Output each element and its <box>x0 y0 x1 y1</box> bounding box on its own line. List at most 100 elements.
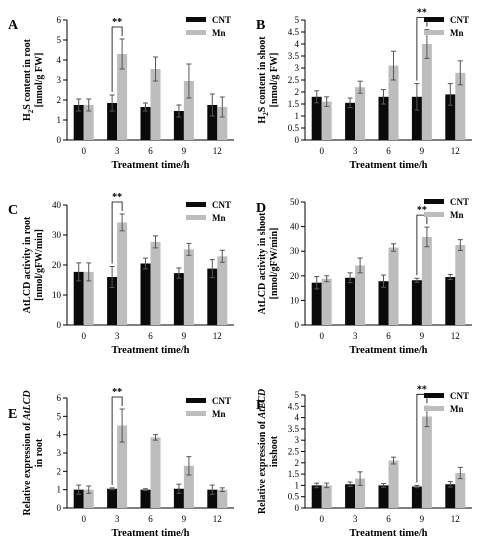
x-tick-label: 3 <box>115 146 120 156</box>
legend-label-mn: Mn <box>450 28 464 38</box>
x-axis-label: Treatment time/h <box>111 528 189 539</box>
y-tick-label: 20 <box>52 260 62 270</box>
y-label-line-2: inshoot <box>269 435 280 467</box>
y-label-line-1-rest: S content in shoot <box>257 36 268 113</box>
y-tick-label: 0 <box>295 135 300 145</box>
significance-label: ** <box>112 387 122 398</box>
y-tick-label: 4 <box>295 39 300 49</box>
bar-mn <box>183 465 194 508</box>
bar-mn <box>455 245 466 325</box>
y-tick-label: 2 <box>295 458 300 468</box>
bar-mn <box>355 265 366 325</box>
bar-cnt <box>173 111 184 140</box>
bar-cnt <box>107 488 118 508</box>
panel-letter: A <box>8 18 19 33</box>
bar-cnt <box>173 488 184 508</box>
y-label-subscript: 2 <box>262 112 270 116</box>
bar-mn <box>217 107 228 140</box>
x-tick-label: 0 <box>319 514 324 524</box>
legend-label-cnt: CNT <box>212 15 231 25</box>
x-tick-label: 12 <box>213 331 222 341</box>
bar-cnt <box>445 94 456 140</box>
legend-label-cnt: CNT <box>450 15 469 25</box>
legend-swatch-mn <box>186 215 206 220</box>
legend-label-cnt: CNT <box>212 200 231 210</box>
x-tick-label: 6 <box>148 514 153 524</box>
y-tick-label: 4.5 <box>288 401 300 411</box>
y-axis-label: Relative expression of AtLCD inshoot <box>257 389 280 514</box>
x-tick-label: 12 <box>213 514 222 524</box>
y-label-gene: AtLCD <box>22 390 33 420</box>
x-tick-label: 9 <box>182 514 187 524</box>
y-tick-label: 1.5 <box>288 99 300 109</box>
y-tick-label: 1.5 <box>288 469 300 479</box>
y-label-line-2: [nmol/gFW/min] <box>269 228 280 300</box>
bar-cnt <box>378 281 389 325</box>
x-tick-label: 0 <box>319 146 324 156</box>
y-tick-label: 5 <box>295 390 300 400</box>
x-axis-label: Treatment time/h <box>349 160 427 171</box>
legend-swatch-mn <box>424 212 444 217</box>
y-tick-label: 50 <box>290 197 300 207</box>
y-tick-label: 4 <box>295 413 300 423</box>
legend-label-mn: Mn <box>212 213 226 223</box>
x-tick-label: 0 <box>81 146 86 156</box>
bar-mn <box>321 278 332 325</box>
y-tick-label: 1 <box>57 485 62 495</box>
y-axis-label: H2S content in root[nmol/g FW] <box>22 38 45 121</box>
bar-cnt <box>207 105 218 140</box>
bar-mn <box>117 425 128 508</box>
y-tick-label: 10 <box>52 290 62 300</box>
y-tick-label: 1 <box>57 115 62 125</box>
bar-mn <box>321 485 332 508</box>
legend-swatch-cnt <box>186 398 206 403</box>
y-tick-label: 40 <box>52 200 62 210</box>
y-axis-label: AtLCD activity in shoot[nmol/gFW/min] <box>257 212 280 315</box>
significance-label: ** <box>112 17 122 28</box>
y-tick-label: 2 <box>57 95 62 105</box>
y-tick-label: 0 <box>295 503 300 513</box>
bar-mn <box>355 87 366 140</box>
y-tick-label: 5 <box>57 35 62 45</box>
legend-label-mn: Mn <box>450 404 464 414</box>
y-label-gene: AtLCD <box>257 389 268 419</box>
bar-mn <box>388 65 399 140</box>
bar-mn <box>83 105 94 140</box>
panel-b: B 0 0.5 1 1.5 2 2.5 3 3.5 4 4.5 5 0 3 6 9 12 ** Treatment … <box>256 8 472 171</box>
y-tick-label: 3.5 <box>288 424 300 434</box>
legend-swatch-cnt <box>424 199 444 204</box>
significance-bracket <box>416 214 428 276</box>
x-tick-label: 9 <box>182 146 187 156</box>
y-tick-label: 4.5 <box>288 27 300 37</box>
bar-mn <box>421 44 432 140</box>
y-tick-label: 2 <box>295 87 300 97</box>
bar-cnt <box>207 268 218 325</box>
x-tick-label: 3 <box>353 331 358 341</box>
bar-mn <box>388 460 399 508</box>
bar-cnt <box>345 102 356 140</box>
x-tick-label: 6 <box>148 146 153 156</box>
panel-letter: E <box>8 407 17 422</box>
y-label-line-1: Relative expression of <box>22 420 33 516</box>
legend-swatch-mn <box>186 411 206 416</box>
y-tick-label: 0.5 <box>288 123 300 133</box>
bar-mn <box>421 416 432 508</box>
legend-swatch-mn <box>424 406 444 411</box>
legend-swatch-mn <box>186 30 206 35</box>
bar-cnt <box>311 485 322 508</box>
bar-cnt <box>311 96 322 140</box>
legend-label-mn: Mn <box>450 210 464 220</box>
bar-cnt <box>107 103 118 140</box>
bar-cnt <box>73 105 84 140</box>
y-tick-label: 30 <box>52 230 62 240</box>
y-tick-label: 3 <box>57 448 62 458</box>
bar-mn <box>421 236 432 325</box>
bar-mn <box>150 241 161 325</box>
bar-cnt <box>173 273 184 325</box>
x-tick-label: 12 <box>451 514 460 524</box>
bar-mn <box>183 81 194 140</box>
y-label-line-2: in root <box>34 438 45 467</box>
x-tick-label: 9 <box>420 331 425 341</box>
